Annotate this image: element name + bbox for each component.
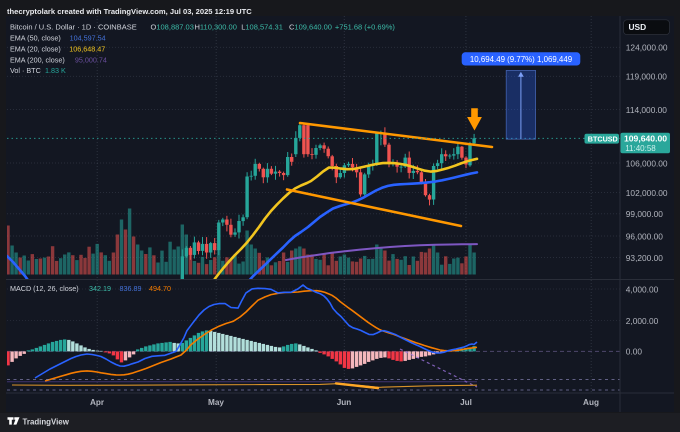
svg-text:106,000.00: 106,000.00 bbox=[626, 158, 668, 168]
svg-text:93,200.00: 93,200.00 bbox=[626, 253, 663, 263]
svg-text:EMA (200, close)95,000.74: EMA (200, close) 95,000.74 bbox=[10, 56, 107, 65]
svg-text:Bitcoin / U.S. Dollar · 1D · C: Bitcoin / U.S. Dollar · 1D · COINBASE O10… bbox=[10, 22, 395, 31]
svg-text:114,000.00: 114,000.00 bbox=[626, 105, 667, 115]
svg-text:96,000.00: 96,000.00 bbox=[626, 231, 663, 241]
svg-text:EMA (20, close)106,648.47: EMA (20, close) 106,648.47 bbox=[10, 45, 105, 54]
svg-text:10,694.49 (9.77%) 1,069,449: 10,694.49 (9.77%) 1,069,449 bbox=[470, 55, 573, 64]
svg-text:119,000.00: 119,000.00 bbox=[626, 72, 667, 82]
svg-text:EMA (50, close)104,597.54: EMA (50, close) 104,597.54 bbox=[10, 34, 106, 43]
svg-text:BTCUSD: BTCUSD bbox=[588, 134, 618, 143]
svg-text:4,000.00: 4,000.00 bbox=[626, 284, 659, 294]
svg-text:thecryptolark created with Tra: thecryptolark created with TradingView.c… bbox=[7, 7, 252, 16]
svg-text:Aug: Aug bbox=[583, 398, 599, 407]
svg-text:Apr: Apr bbox=[90, 398, 105, 407]
svg-text:Jun: Jun bbox=[337, 398, 352, 407]
svg-text:USD: USD bbox=[629, 22, 647, 32]
svg-text:Jul: Jul bbox=[460, 398, 472, 407]
svg-text:2,000.00: 2,000.00 bbox=[626, 316, 659, 326]
svg-text:11:40:58: 11:40:58 bbox=[625, 144, 656, 153]
svg-text:109,640.00: 109,640.00 bbox=[624, 134, 667, 144]
svg-text:102,000.00: 102,000.00 bbox=[626, 188, 668, 198]
svg-text:99,000.00: 99,000.00 bbox=[626, 209, 663, 219]
svg-text:May: May bbox=[208, 398, 224, 407]
svg-text:TradingView: TradingView bbox=[23, 418, 70, 427]
svg-text:124,000.00: 124,000.00 bbox=[626, 43, 668, 53]
svg-text:0.00: 0.00 bbox=[626, 347, 643, 357]
